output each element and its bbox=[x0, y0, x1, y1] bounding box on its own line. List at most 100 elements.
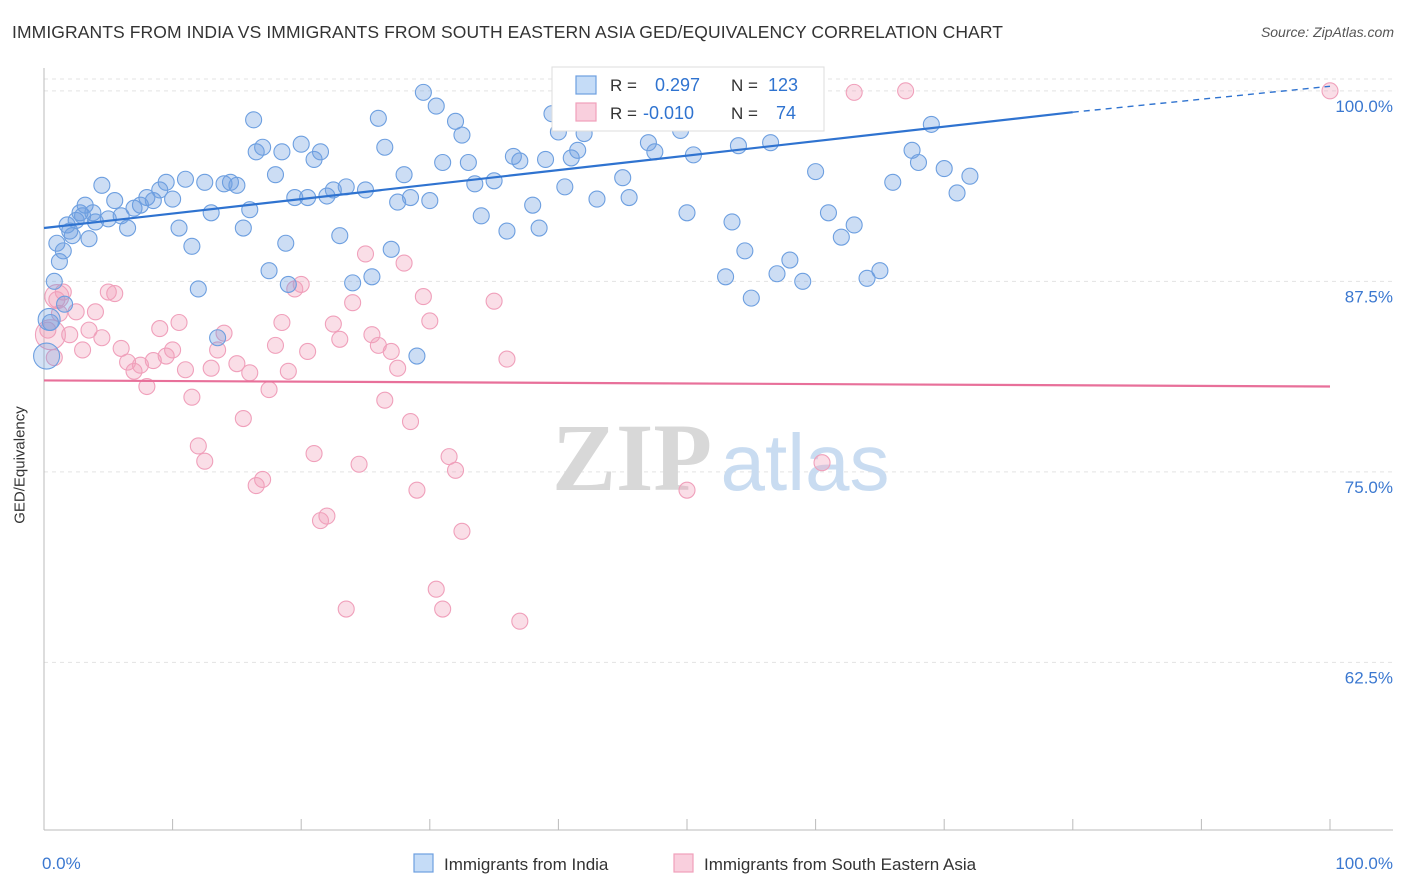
data-point bbox=[832, 228, 850, 246]
chart-title: IMMIGRANTS FROM INDIA VS IMMIGRANTS FROM… bbox=[12, 22, 1004, 42]
data-point bbox=[356, 181, 375, 199]
data-point bbox=[434, 600, 452, 618]
data-point bbox=[80, 321, 98, 339]
data-point bbox=[245, 111, 263, 129]
data-point bbox=[157, 173, 175, 191]
data-point bbox=[459, 153, 477, 172]
data-point bbox=[897, 82, 915, 100]
data-point bbox=[485, 292, 503, 310]
stats-r-value-sea: -0.010 bbox=[643, 103, 694, 123]
data-point bbox=[34, 319, 66, 351]
data-point bbox=[119, 353, 137, 371]
data-point bbox=[414, 288, 432, 306]
data-point bbox=[401, 188, 420, 207]
data-point bbox=[762, 134, 780, 152]
legend-label-sea: Immigrants from South Eastern Asia bbox=[704, 855, 977, 874]
y-tick-label: 87.5% bbox=[1345, 287, 1393, 306]
data-point bbox=[363, 268, 381, 286]
data-point bbox=[80, 230, 98, 248]
data-point bbox=[401, 413, 420, 431]
axes bbox=[43, 68, 1393, 831]
data-point bbox=[569, 141, 587, 159]
data-point bbox=[164, 190, 182, 208]
data-point bbox=[768, 265, 786, 283]
data-point bbox=[56, 295, 74, 313]
data-point bbox=[318, 507, 336, 525]
data-point bbox=[170, 313, 188, 332]
data-point bbox=[331, 227, 349, 245]
data-point bbox=[376, 138, 394, 156]
data-point bbox=[511, 612, 529, 630]
data-point bbox=[176, 361, 195, 379]
trend-line-india bbox=[43, 111, 1073, 230]
data-point bbox=[382, 240, 400, 258]
data-point bbox=[530, 219, 548, 237]
data-point bbox=[453, 126, 471, 144]
data-point bbox=[813, 454, 831, 472]
data-point bbox=[138, 377, 156, 396]
data-point bbox=[742, 289, 760, 307]
data-point bbox=[845, 216, 863, 234]
data-point bbox=[935, 160, 953, 178]
data-point bbox=[498, 350, 516, 368]
watermark-atlas: atlas bbox=[721, 418, 890, 507]
stats-swatch-india bbox=[575, 75, 597, 95]
data-point bbox=[247, 477, 265, 495]
data-point bbox=[273, 143, 291, 161]
data-point bbox=[228, 176, 246, 194]
x-tick-label-min: 0.0% bbox=[42, 854, 81, 873]
data-point bbox=[266, 166, 285, 184]
data-point bbox=[395, 166, 413, 184]
trend-lines bbox=[43, 85, 1331, 388]
data-point bbox=[196, 452, 214, 470]
data-point bbox=[736, 242, 754, 260]
data-point bbox=[434, 153, 452, 172]
data-point bbox=[356, 245, 375, 263]
stats-r-label-india: R = bbox=[610, 76, 637, 95]
data-point bbox=[99, 283, 117, 301]
legend-swatch-sea bbox=[673, 853, 694, 873]
data-point bbox=[299, 342, 317, 361]
x-tick-label-max: 100.0% bbox=[1335, 854, 1393, 873]
data-point bbox=[369, 109, 387, 127]
data-point bbox=[209, 329, 227, 347]
data-point bbox=[279, 362, 297, 380]
data-point bbox=[33, 342, 61, 370]
data-point bbox=[241, 364, 259, 382]
stats-swatch-sea bbox=[575, 102, 597, 122]
data-point bbox=[408, 347, 426, 365]
data-point bbox=[234, 409, 252, 428]
y-tick-label: 62.5% bbox=[1345, 668, 1393, 687]
trend-line-india-extension bbox=[1072, 85, 1331, 113]
stats-n-label-sea: N = bbox=[731, 104, 758, 123]
data-point bbox=[37, 307, 61, 332]
data-point bbox=[614, 169, 632, 187]
data-point bbox=[446, 461, 465, 479]
data-point bbox=[50, 304, 68, 322]
data-point bbox=[93, 329, 111, 347]
data-point bbox=[646, 143, 664, 161]
trend-line-sea bbox=[43, 379, 1331, 388]
data-point bbox=[884, 173, 902, 191]
data-point bbox=[266, 336, 285, 354]
data-point bbox=[54, 242, 72, 260]
data-point bbox=[337, 600, 355, 618]
bottom-legend: Immigrants from India Immigrants from So… bbox=[413, 853, 977, 874]
data-point bbox=[279, 275, 297, 293]
series-south-eastern-asia-points bbox=[34, 82, 1339, 630]
data-point bbox=[106, 192, 124, 210]
data-point bbox=[144, 192, 162, 210]
data-point bbox=[909, 153, 928, 172]
data-point bbox=[183, 237, 201, 255]
data-point bbox=[74, 341, 92, 359]
data-point bbox=[536, 150, 555, 168]
data-point bbox=[845, 83, 863, 101]
data-point bbox=[176, 170, 195, 188]
stats-n-label-india: N = bbox=[731, 76, 758, 95]
data-point bbox=[93, 176, 111, 194]
data-point bbox=[61, 326, 79, 344]
data-point bbox=[86, 303, 104, 321]
data-point bbox=[189, 437, 207, 455]
data-point bbox=[620, 188, 638, 207]
